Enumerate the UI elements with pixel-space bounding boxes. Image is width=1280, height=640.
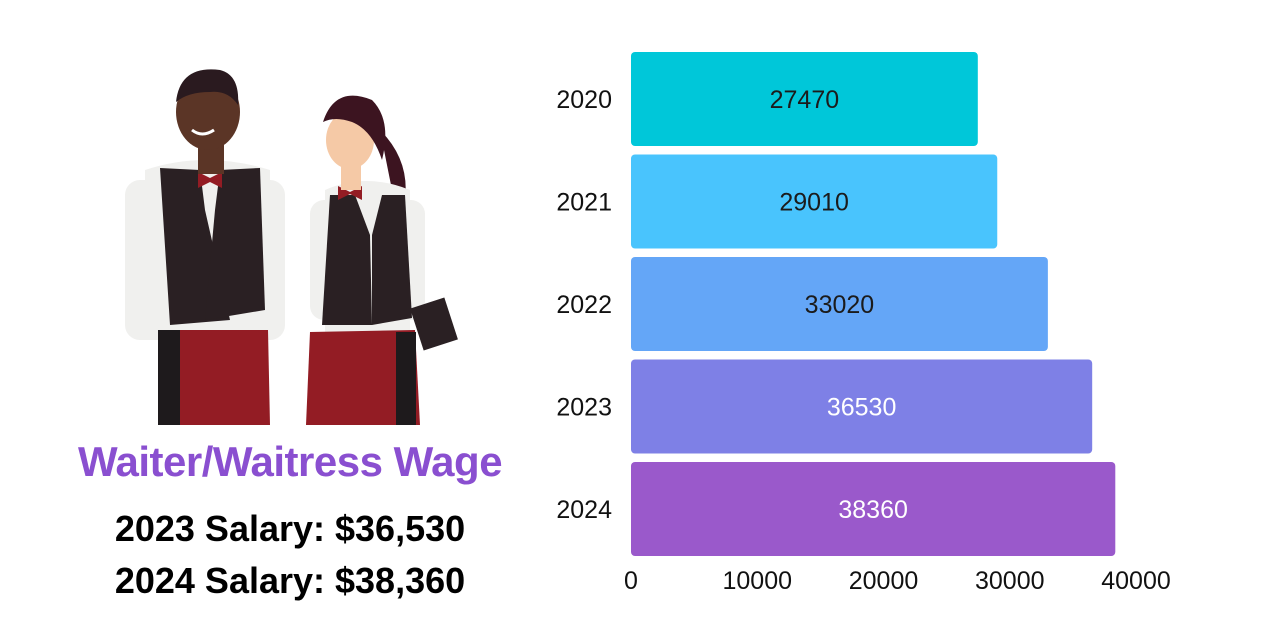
bar-value-label-2024: 38360	[838, 496, 908, 524]
chart-bars: 27470 29010 33020 36530 38360	[631, 52, 1116, 556]
bar-value-label-2020: 27470	[770, 86, 840, 114]
waitress-hair	[323, 95, 386, 160]
salary-2023-text: 2023 Salary: $36,530	[114, 508, 466, 549]
bar-2021	[631, 154, 998, 249]
x-axis-tick-label: 10000	[722, 567, 792, 595]
y-axis-label-2022: 2022	[556, 291, 612, 319]
chart-x-axis-ticks: 0 10000 20000 30000 40000	[624, 567, 1171, 595]
bar-2020	[631, 52, 978, 146]
salary-2024-text: 2024 Salary: $38,360	[114, 560, 466, 601]
bar-value-label-2023: 36530	[827, 394, 897, 422]
waitress-vest-left	[322, 195, 372, 325]
bar-value-label-2021: 29010	[779, 189, 849, 217]
waiter-hair	[176, 69, 239, 105]
x-axis-tick-label: 40000	[1101, 567, 1171, 595]
y-axis-label-2023: 2023	[556, 394, 612, 422]
y-axis-label-2024: 2024	[556, 496, 612, 524]
bar-2023	[631, 359, 1093, 454]
y-axis-label-2021: 2021	[556, 189, 612, 217]
chart-y-axis-labels: 2020 2021 2022 2023 2024	[556, 86, 612, 524]
waitress-apron	[306, 330, 420, 425]
waiter-apron	[158, 330, 270, 425]
x-axis-tick-label: 30000	[975, 567, 1045, 595]
waiter-smile	[191, 128, 215, 136]
y-axis-label-2020: 2020	[556, 86, 612, 114]
bar-value-label-2022: 33020	[805, 291, 875, 319]
waiter-waitress-illustration	[125, 69, 458, 425]
page-title: Waiter/Waitress Wage	[77, 438, 503, 485]
waiter-apron-shadow	[158, 330, 180, 425]
waitress-apron-shadow	[396, 332, 416, 425]
bar-2022	[631, 257, 1048, 351]
x-axis-tick-label: 20000	[849, 567, 919, 595]
waitress-vest-right	[372, 195, 412, 325]
waiter-bowtie	[198, 172, 222, 188]
waiter-vest-right	[205, 168, 265, 320]
waitress-menu-book	[410, 297, 458, 351]
bar-2024	[631, 462, 1116, 556]
waiter-figure	[125, 69, 285, 425]
waitress-figure	[306, 95, 458, 425]
x-axis-tick-label: 0	[624, 567, 638, 595]
